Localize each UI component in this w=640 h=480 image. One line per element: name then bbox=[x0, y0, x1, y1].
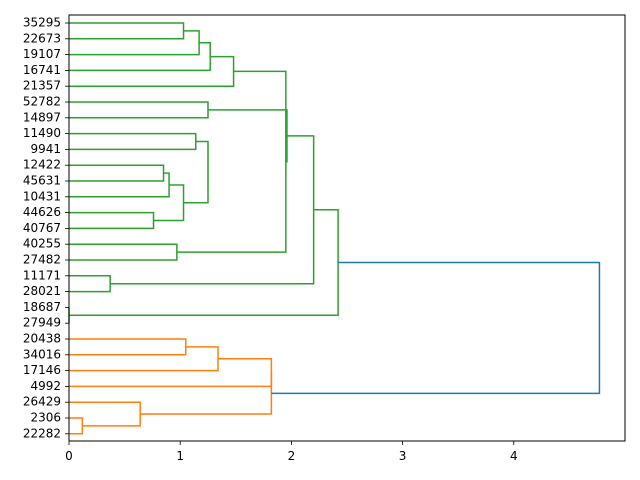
x-tick-label: 0 bbox=[65, 449, 73, 463]
dendrogram-link-21 bbox=[69, 417, 84, 435]
dendrogram-link-23 bbox=[140, 372, 273, 415]
x-tick-label: 4 bbox=[510, 449, 518, 463]
x-tick-label: 2 bbox=[288, 449, 296, 463]
leaf-label: 17146 bbox=[23, 363, 61, 377]
x-tick-label: 1 bbox=[176, 449, 184, 463]
leaf-label: 28021 bbox=[23, 284, 61, 298]
dendrogram-links bbox=[68, 22, 601, 435]
dendrogram-link-4 bbox=[69, 55, 235, 87]
leaf-label: 10431 bbox=[23, 189, 61, 203]
dendrogram-link-18 bbox=[69, 338, 187, 356]
dendrogram-link-10 bbox=[183, 140, 209, 204]
leaf-label: 11171 bbox=[23, 268, 61, 282]
x-tick-label: 3 bbox=[399, 449, 407, 463]
leaf-label: 11490 bbox=[23, 126, 61, 140]
leaf-label: 2306 bbox=[30, 411, 61, 425]
leaf-label: 44626 bbox=[23, 205, 61, 219]
leaf-label: 18687 bbox=[23, 300, 61, 314]
leaf-label: 19107 bbox=[23, 47, 61, 61]
leaf-label: 34016 bbox=[23, 347, 61, 361]
leaf-label: 35295 bbox=[23, 16, 61, 30]
dendrogram-link-5 bbox=[69, 132, 197, 151]
dendrogram-link-3 bbox=[69, 101, 209, 119]
dendrogram-link-12 bbox=[176, 70, 287, 253]
leaf-label: 14897 bbox=[23, 110, 61, 124]
dendrogram-link-13 bbox=[69, 275, 111, 293]
leaf-label: 52782 bbox=[23, 95, 61, 109]
dendrogram-link-24 bbox=[271, 261, 601, 395]
leaf-label: 16741 bbox=[23, 63, 61, 77]
leaf-label: 12422 bbox=[23, 158, 61, 172]
dendrogram-link-2 bbox=[69, 42, 211, 72]
x-axis-ticks: 0 1 2 3 4 bbox=[65, 441, 518, 463]
dendrogram-link-8 bbox=[69, 211, 155, 230]
dendrogram-link-11 bbox=[69, 243, 178, 261]
dendrogram-link-15 bbox=[110, 135, 315, 285]
leaf-label: 22673 bbox=[23, 31, 61, 45]
leaf-label: 20438 bbox=[23, 332, 61, 346]
leaf-label: 27949 bbox=[23, 316, 61, 330]
leaf-label: 40255 bbox=[23, 237, 61, 251]
leaf-label: 22282 bbox=[23, 426, 61, 440]
leaf-label: 21357 bbox=[23, 79, 61, 93]
leaf-label: 27482 bbox=[23, 253, 61, 267]
leaf-label: 40767 bbox=[23, 221, 61, 235]
dendrogram-link-14 bbox=[208, 109, 288, 163]
leaf-label: 4992 bbox=[30, 379, 61, 393]
dendrogram-link-1 bbox=[69, 30, 200, 56]
dendrogram-link-19 bbox=[69, 346, 219, 372]
leaf-label: 9941 bbox=[30, 142, 61, 156]
dendrogram-link-17 bbox=[69, 209, 339, 317]
dendrogram-link-6 bbox=[69, 164, 165, 182]
dendrogram-link-0 bbox=[69, 22, 185, 40]
leaf-label: 45631 bbox=[23, 174, 61, 188]
dendrogram-link-7 bbox=[69, 172, 170, 198]
dendrogram-link-22 bbox=[69, 401, 141, 427]
dendrogram-link-20 bbox=[69, 358, 273, 388]
leaf-label: 26429 bbox=[23, 395, 61, 409]
